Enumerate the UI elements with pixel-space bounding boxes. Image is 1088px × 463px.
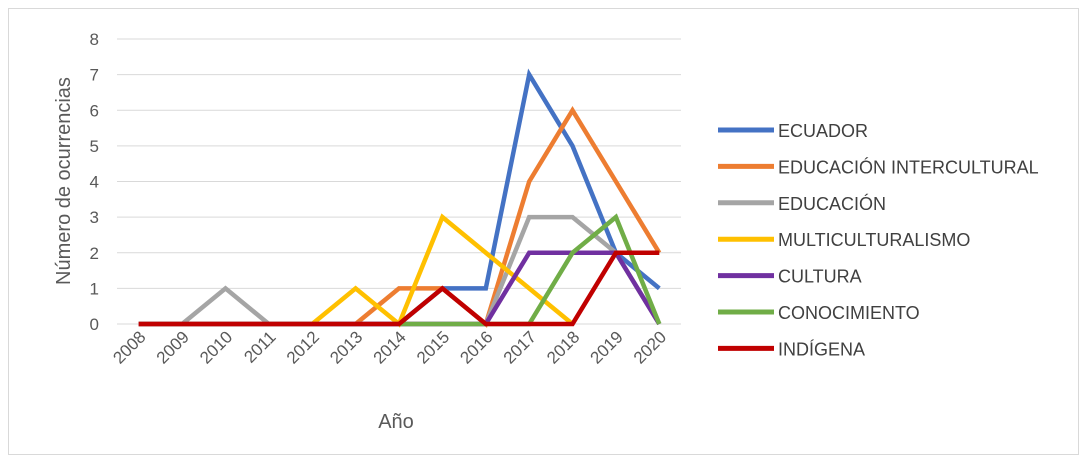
y-tick-label: 5 (90, 137, 99, 156)
legend-label-conocimiento: CONOCIMIENTO (778, 303, 920, 323)
legend-label-educaci-n: EDUCACIÓN (778, 193, 886, 214)
y-tick-label: 8 (90, 30, 99, 49)
x-tick-label: 2011 (240, 327, 279, 366)
x-tick-label: 2012 (283, 327, 323, 367)
x-tick-label: 2018 (543, 327, 583, 367)
legend-label-ecuador: ECUADOR (778, 121, 868, 141)
y-tick-label: 0 (90, 315, 99, 334)
x-tick-label: 2020 (630, 327, 670, 367)
x-tick-label: 2013 (326, 327, 366, 367)
x-tick-labels: 2008 2009 2010 2011 2012 2013 2014 2015 2016 2017… (109, 327, 670, 367)
x-axis-title: Año (378, 411, 414, 433)
series-lines (138, 68, 662, 328)
x-tick-label: 2019 (587, 327, 627, 367)
legend-label-cultura: CULTURA (778, 267, 862, 287)
y-tick-label: 1 (90, 279, 99, 298)
x-tick-label: 2014 (370, 327, 410, 367)
y-tick-label: 2 (90, 244, 99, 263)
x-tick-label: 2008 (109, 327, 149, 367)
chart-frame (8, 8, 1079, 455)
legend-label-ind-gena: INDÍGENA (778, 339, 865, 359)
y-axis-title: Número de ocurrencias (53, 77, 75, 285)
x-tick-label: 2016 (456, 327, 496, 367)
y-tick-labels: 0 1 2 3 4 5 6 7 8 (90, 30, 99, 334)
legend: ECUADOR EDUCACIÓN INTERCULTURAL EDUCACIÓN M… (718, 121, 1039, 359)
x-tick-label: 2017 (500, 327, 540, 367)
y-tick-label: 3 (90, 208, 99, 227)
x-tick-label: 2015 (413, 327, 453, 367)
x-tick-label: 2010 (196, 327, 236, 367)
y-tick-label: 6 (90, 101, 99, 120)
x-tick-label: 2009 (153, 327, 193, 367)
y-tick-label: 7 (90, 66, 99, 85)
legend-label-educaci-n-intercultural: EDUCACIÓN INTERCULTURAL (778, 156, 1039, 177)
y-tick-label: 4 (90, 173, 99, 192)
series-line-ind-gena (138, 250, 660, 327)
legend-label-multiculturalismo: MULTICULTURALISMO (778, 230, 970, 250)
